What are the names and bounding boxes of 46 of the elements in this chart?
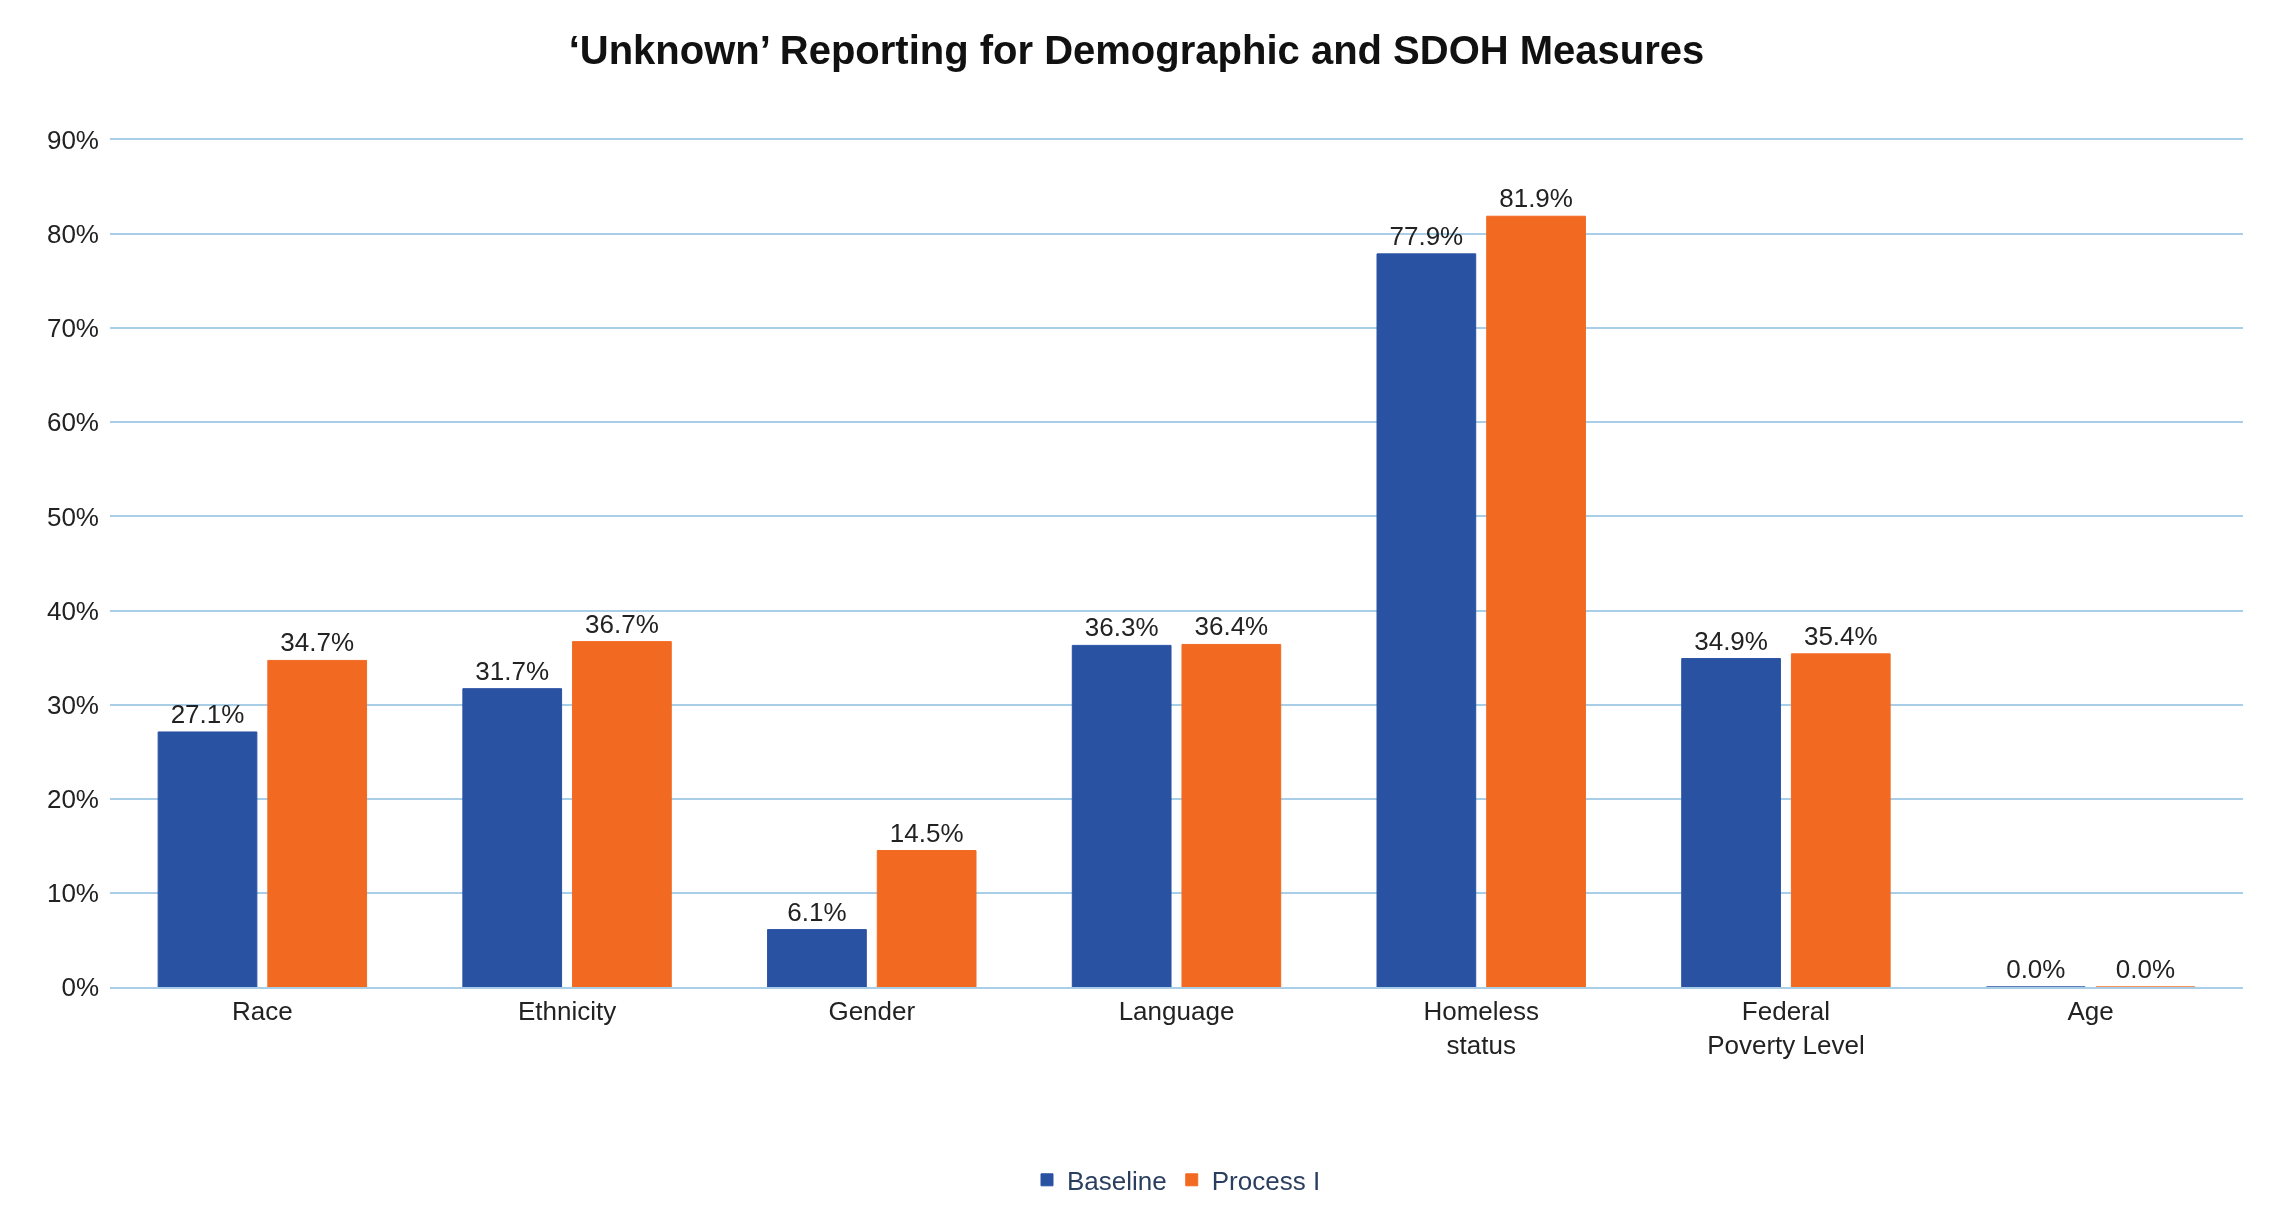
y-tick-label: 0% <box>61 972 99 1003</box>
bar <box>462 688 563 987</box>
y-tick-label: 60% <box>46 407 99 438</box>
data-label: 0.0% <box>2115 954 2176 984</box>
x-tick-label: Race <box>232 995 293 1026</box>
bar <box>1486 215 1586 987</box>
x-tick-label: Federal Poverty Level <box>1707 995 1865 1060</box>
bar <box>876 850 977 987</box>
data-label: 81.9% <box>1499 183 1573 214</box>
bar <box>1181 643 1282 987</box>
y-tick-label: 50% <box>46 501 99 532</box>
bar <box>767 929 867 987</box>
y-tick-label: 30% <box>46 689 99 720</box>
legend-label: Process I <box>1211 1165 1321 1196</box>
bar <box>1071 644 1172 987</box>
y-tick-label: 10% <box>46 877 99 908</box>
x-tick-label: Ethnicity <box>517 995 617 1026</box>
data-label: 14.5% <box>889 817 964 848</box>
legend-label: Baseline <box>1067 1165 1167 1196</box>
data-label: 77.9% <box>1389 220 1464 251</box>
bar <box>1681 658 1781 987</box>
bar <box>572 641 672 987</box>
data-label: 36.7% <box>585 608 659 639</box>
y-tick-label: 90% <box>46 125 99 156</box>
bar <box>157 731 258 987</box>
y-tick-label: 70% <box>46 313 99 344</box>
y-tick-label: 40% <box>46 595 99 626</box>
bar <box>267 659 368 987</box>
x-tick-label: Age <box>2067 995 2114 1026</box>
data-label: 36.3% <box>1084 612 1159 643</box>
chart-title: ‘Unknown’ Reporting for Demographic and SDOH Measures <box>568 28 1705 73</box>
x-tick-label: Gender <box>828 995 916 1026</box>
y-tick-label: 20% <box>46 783 99 814</box>
x-tick-label: Homeless status <box>1423 995 1540 1060</box>
data-label: 0.0% <box>2006 954 2066 984</box>
data-label: 27.1% <box>170 698 245 729</box>
data-label: 34.9% <box>1694 625 1768 656</box>
y-tick-label: 80% <box>46 219 99 250</box>
data-label: 31.7% <box>475 655 550 686</box>
data-label: 6.1% <box>787 896 847 927</box>
data-label: 36.4% <box>1194 611 1269 642</box>
data-label: 34.7% <box>280 627 355 658</box>
data-label: 35.4% <box>1803 620 1878 651</box>
bar <box>1376 253 1477 987</box>
x-tick-label: Language <box>1118 995 1235 1026</box>
bar <box>1790 653 1891 987</box>
